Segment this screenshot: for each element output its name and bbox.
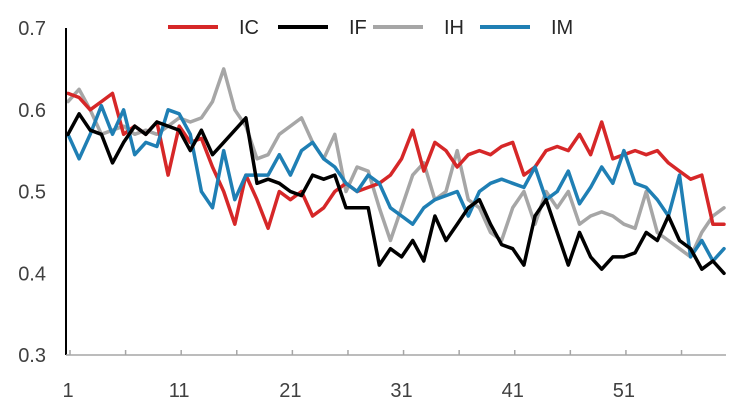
series-line-ic	[66, 91, 726, 231]
x-axis-tick-marks	[69, 350, 683, 355]
y-tick-label: 0.7	[18, 18, 46, 40]
y-tick-label: 0.5	[18, 182, 46, 204]
x-tick-label: 41	[502, 380, 524, 402]
y-tick-label: 0.6	[18, 100, 46, 122]
legend-label-ic: IC	[239, 17, 259, 39]
series-layer	[66, 67, 726, 276]
x-tick-label: 31	[390, 380, 412, 402]
series-line-if	[66, 112, 726, 276]
legend: IC IF IH IM	[168, 17, 573, 39]
legend-label-ih: IH	[444, 17, 464, 39]
y-tick-label: 0.4	[18, 263, 46, 285]
x-tick-label: 11	[169, 380, 190, 402]
y-axis-tick-labels: 0.3 0.4 0.5 0.6 0.7	[18, 18, 46, 367]
x-tick-label: 1	[62, 380, 73, 402]
series-line-im	[66, 103, 726, 263]
legend-label-if: IF	[349, 17, 367, 39]
x-tick-label: 21	[279, 380, 301, 402]
x-tick-label: 51	[613, 380, 635, 402]
y-tick-label: 0.3	[18, 345, 46, 367]
legend-label-im: IM	[551, 17, 573, 39]
x-axis-tick-labels: 1 11 21 31 41 51	[62, 380, 635, 402]
series-line-ih	[66, 67, 726, 259]
